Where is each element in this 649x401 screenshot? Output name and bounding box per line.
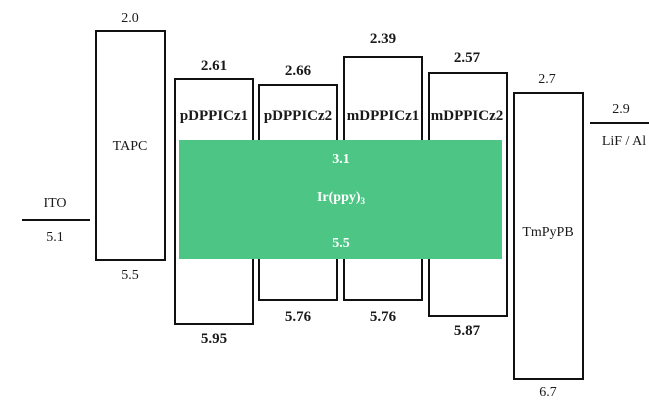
irppy3-name-subscript: 3 [360, 196, 366, 206]
pdppicz1-lumo: 2.61 [200, 58, 228, 74]
ito-level-line [22, 219, 90, 221]
mdppicz1-lumo: 2.39 [369, 31, 397, 47]
tmpypb-lumo: 2.7 [538, 72, 556, 87]
mdppicz1-name: mDPPICz1 [346, 108, 420, 124]
tapc-box [95, 30, 166, 261]
mdppicz2-lumo: 2.57 [453, 50, 481, 66]
mdppicz2-homo: 5.87 [453, 323, 481, 339]
tmpypb-box [513, 92, 584, 380]
irppy3-name: Ir(ppy)3 [317, 190, 365, 209]
tapc-homo: 5.5 [121, 268, 139, 283]
lifal-name: LiF / Al [601, 134, 647, 149]
tapc-lumo: 2.0 [121, 11, 139, 26]
pdppicz2-homo: 5.76 [284, 309, 312, 325]
pdppicz2-lumo: 2.66 [284, 63, 312, 79]
tmpypb-homo: 6.7 [539, 385, 557, 400]
irppy3-lumo: 3.1 [332, 152, 350, 167]
ito-work-function: 5.1 [46, 230, 64, 245]
pdppicz1-homo: 5.95 [200, 331, 228, 347]
irppy3-emitter-band [179, 140, 502, 259]
tapc-name: TAPC [112, 139, 148, 154]
lifal-level-line [590, 122, 649, 124]
mdppicz1-homo: 5.76 [369, 309, 397, 325]
irppy3-name-base: Ir(ppy) [316, 190, 361, 205]
ito-name: ITO [43, 196, 67, 211]
pdppicz2-name: pDPPICz2 [263, 108, 333, 124]
lifal-work-function: 2.9 [612, 102, 630, 117]
tmpypb-name: TmPyPB [522, 225, 574, 240]
irppy3-homo: 5.5 [332, 236, 350, 251]
mdppicz2-name: mDPPICz2 [430, 108, 504, 124]
pdppicz1-name: pDPPICz1 [179, 108, 249, 124]
